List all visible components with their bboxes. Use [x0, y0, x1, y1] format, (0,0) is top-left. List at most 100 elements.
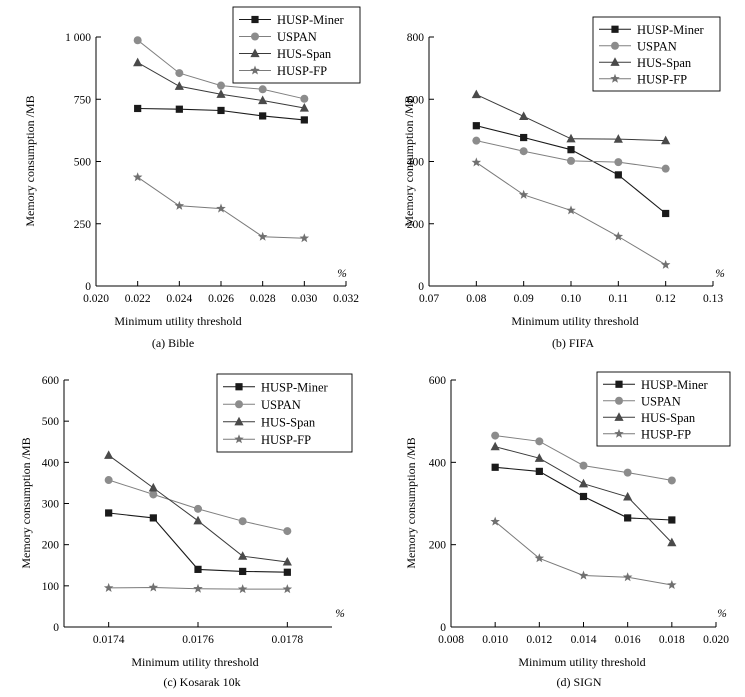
data-point — [194, 504, 202, 513]
legend-marker — [615, 380, 623, 388]
y-tick-label: 200 — [407, 219, 425, 231]
data-point — [299, 102, 309, 112]
x-tick-label: 0.11 — [608, 293, 628, 305]
legend-label: HUS-Span — [641, 411, 696, 425]
data-point — [623, 491, 633, 501]
data-point — [567, 156, 575, 165]
y-tick-label: 200 — [42, 540, 60, 552]
x-tick-label: 0.008 — [438, 634, 464, 646]
data-point — [104, 476, 113, 485]
data-point — [149, 490, 158, 499]
chart-caption: (a) Bible — [152, 336, 194, 350]
legend: HUSP-Miner USPAN HUS-Span HUSP-FP — [216, 373, 353, 453]
x-axis-label: Minimum utility threshold — [511, 314, 638, 328]
y-tick-label: 0 — [53, 622, 59, 634]
x-axis-label: Minimum utility threshold — [131, 655, 258, 669]
data-point — [534, 553, 545, 563]
legend-label: HUSP-FP — [641, 427, 691, 441]
data-point — [623, 468, 632, 477]
data-point — [490, 441, 500, 451]
data-point — [661, 164, 670, 173]
data-point — [613, 231, 624, 241]
data-point — [300, 94, 309, 103]
x-unit-label: % — [717, 608, 727, 620]
legend-marker — [234, 434, 244, 444]
legend-marker — [235, 400, 243, 409]
legend-label: HUS-Span — [637, 56, 692, 70]
data-point — [567, 146, 575, 154]
data-point — [668, 516, 676, 524]
data-point — [174, 200, 185, 210]
chart-caption: (b) FIFA — [552, 336, 594, 350]
data-point — [282, 584, 293, 594]
y-tick-label: 100 — [42, 581, 60, 593]
data-point — [566, 205, 576, 215]
data-point — [472, 136, 481, 145]
data-point — [105, 509, 113, 517]
y-tick-label: 500 — [42, 416, 60, 428]
legend-label: USPAN — [261, 398, 301, 412]
x-tick-label: 0.13 — [703, 293, 723, 305]
data-point — [535, 467, 543, 475]
data-point — [258, 95, 268, 105]
chart-caption: (d) SIGN — [557, 675, 602, 689]
data-point — [239, 567, 247, 576]
legend-label: HUSP-FP — [637, 72, 687, 86]
x-tick-label: 0.07 — [419, 293, 439, 305]
data-point — [490, 516, 500, 526]
y-tick-label: 600 — [42, 375, 60, 387]
data-point — [519, 111, 529, 120]
series-line — [476, 94, 666, 142]
data-point — [622, 572, 633, 582]
legend-label: HUSP-Miner — [637, 23, 705, 37]
data-point — [613, 134, 623, 143]
y-tick-label: 750 — [74, 94, 92, 106]
data-point — [667, 476, 676, 485]
y-tick-label: 500 — [74, 157, 92, 169]
x-unit-label: % — [337, 268, 347, 280]
data-point — [518, 189, 529, 199]
data-point — [578, 478, 589, 488]
legend-marker — [250, 65, 260, 75]
data-point — [148, 582, 159, 592]
y-tick-label: 400 — [407, 157, 425, 169]
legend-label: HUSP-Miner — [277, 13, 345, 27]
data-point — [566, 133, 576, 143]
data-point — [134, 104, 142, 113]
x-tick-label: 0.12 — [656, 293, 676, 305]
legend-marker — [250, 48, 260, 58]
data-point — [174, 81, 184, 90]
data-point — [578, 570, 589, 580]
x-tick-label: 0.018 — [659, 634, 685, 646]
legend-marker — [611, 41, 619, 50]
legend: HUSP-Miner USPAN HUS-Span HUSP-FP — [592, 16, 721, 92]
data-point — [216, 203, 226, 213]
data-point — [257, 231, 268, 241]
data-point — [258, 85, 267, 94]
y-tick-label: 1 000 — [65, 32, 91, 44]
data-point — [217, 81, 225, 90]
data-point — [175, 69, 184, 78]
data-point — [471, 157, 482, 167]
y-axis-label: Memory consumption /MB — [19, 437, 33, 568]
data-point — [471, 89, 481, 99]
series-line — [476, 161, 666, 266]
y-axis-label: Memory consumption /MB — [23, 95, 37, 226]
data-point — [148, 482, 158, 492]
data-point — [579, 461, 588, 470]
data-point — [238, 517, 247, 526]
data-point — [614, 171, 622, 179]
legend-label: USPAN — [277, 30, 317, 44]
x-tick-label: 0.014 — [571, 634, 597, 646]
x-tick-label: 0.010 — [482, 634, 508, 646]
data-point — [149, 514, 157, 522]
legend-marker — [234, 416, 244, 426]
data-point — [579, 492, 588, 501]
x-axis-label: Minimum utility threshold — [518, 655, 645, 669]
data-point — [534, 453, 544, 462]
legend-marker — [610, 73, 620, 83]
legend-label: HUS-Span — [261, 415, 316, 429]
x-unit-label: % — [335, 608, 345, 620]
x-tick-label: 0.016 — [615, 634, 641, 646]
